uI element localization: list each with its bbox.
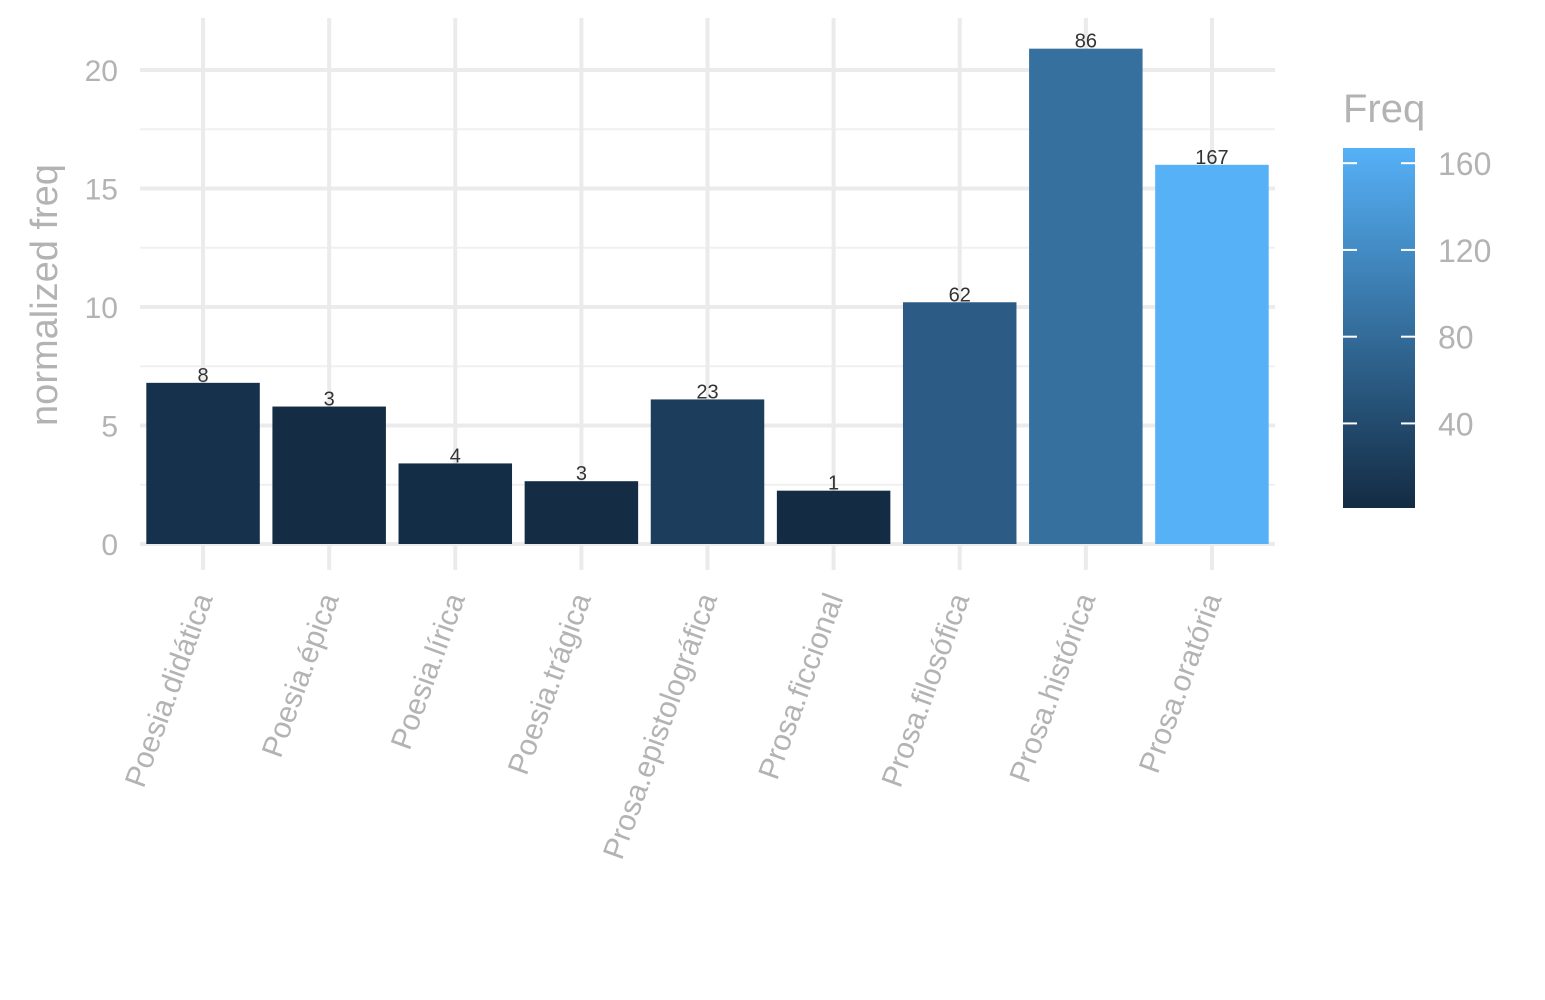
legend-tick-label: 40 <box>1438 406 1474 442</box>
x-tick-label: Prosa.epistolográfica <box>597 589 724 864</box>
bar-value-label: 62 <box>949 284 971 306</box>
bars <box>146 48 1269 545</box>
bar <box>650 399 765 544</box>
x-axis-ticks: Poesia.didática Poesia.épica Poesia.lírica… <box>119 589 1229 864</box>
x-tick-label: Prosa.histórica <box>1004 589 1103 787</box>
x-tick-label: Prosa.filosófica <box>876 589 977 792</box>
bar-value-label: 8 <box>197 365 208 387</box>
x-tick-label: Poesia.lírica <box>385 589 472 754</box>
bar <box>776 490 891 544</box>
y-tick-label: 5 <box>101 411 118 444</box>
y-tick-label: 10 <box>85 292 118 325</box>
bar <box>146 382 260 544</box>
color-legend: Freq 40 80 120 160 <box>1343 87 1491 508</box>
bar <box>1029 48 1143 545</box>
y-tick-label: 0 <box>101 529 118 562</box>
bar <box>1155 164 1269 545</box>
bar-value-label: 23 <box>696 381 718 403</box>
bar <box>398 463 513 544</box>
bar-labels: 8 3 4 3 23 1 62 86 167 <box>197 31 1228 495</box>
y-axis-ticks: 0 5 10 15 20 <box>85 55 118 562</box>
legend-ticks: 40 80 120 160 <box>1343 146 1491 442</box>
y-axis-title: normalized freq <box>24 164 66 426</box>
legend-tick-label: 160 <box>1438 146 1491 182</box>
legend-tick-label: 120 <box>1438 233 1491 269</box>
legend-colorbar <box>1343 148 1415 508</box>
x-tick-label: Poesia.didática <box>119 589 220 792</box>
bar-value-label: 3 <box>576 463 587 485</box>
x-tick-label: Poesia.trágica <box>502 589 598 779</box>
legend-tick-label: 80 <box>1438 320 1474 356</box>
bar <box>902 302 1017 544</box>
y-tick-label: 20 <box>85 55 118 88</box>
bar <box>272 406 386 544</box>
bar-value-label: 86 <box>1075 31 1097 53</box>
y-tick-label: 15 <box>85 174 118 207</box>
bar-value-label: 4 <box>450 445 461 467</box>
legend-title: Freq <box>1343 87 1425 131</box>
x-tick-label: Prosa.oratória <box>1133 589 1229 778</box>
bar-value-label: 1 <box>828 473 839 495</box>
x-tick-label: Poesia.épica <box>256 589 346 762</box>
bar-value-label: 3 <box>324 389 335 411</box>
bar <box>524 481 639 544</box>
x-tick-label: Prosa.ficcional <box>752 589 850 784</box>
bar-value-label: 167 <box>1195 147 1228 169</box>
